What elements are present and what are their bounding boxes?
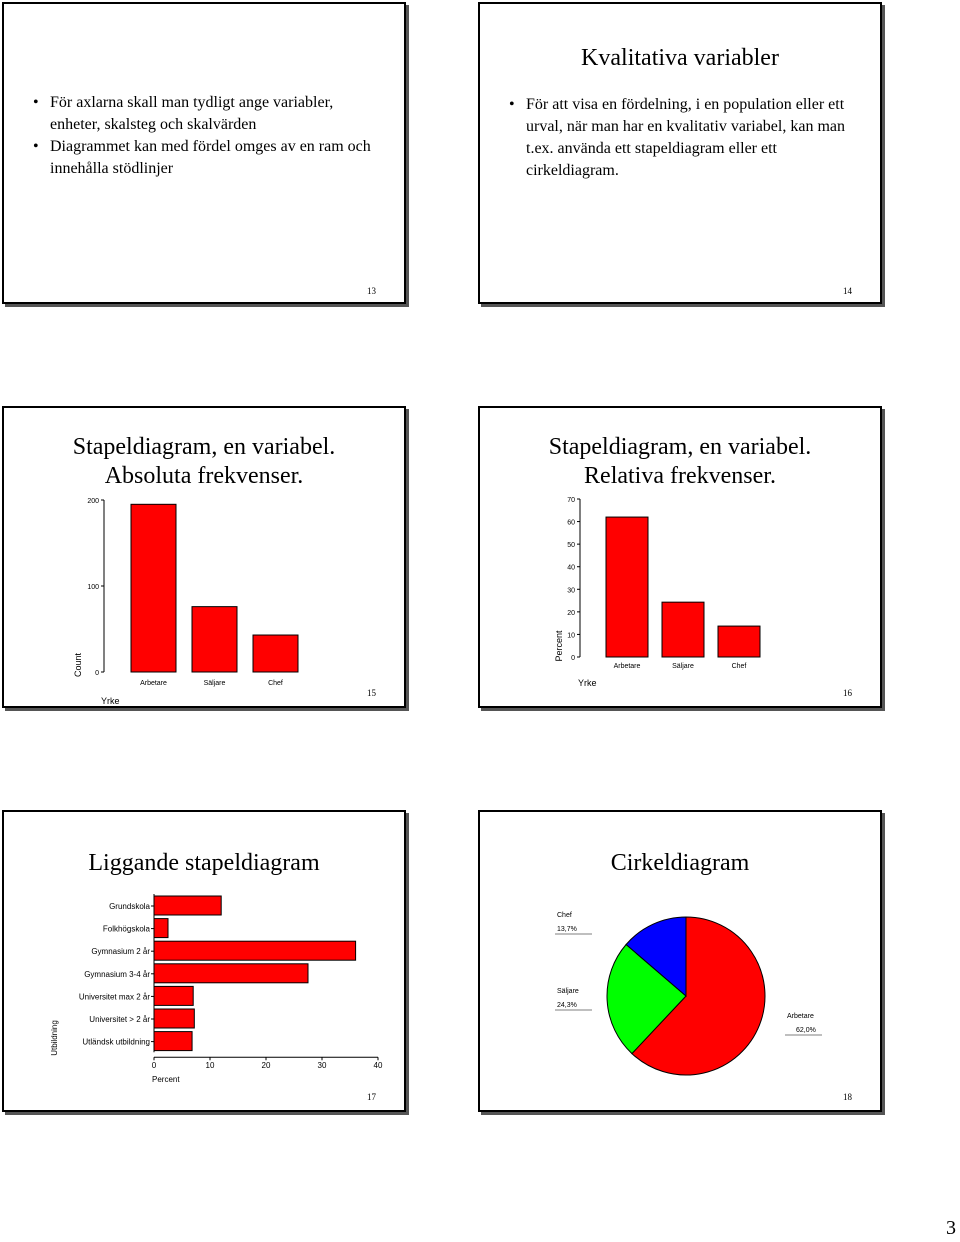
x-tick-label: 40 <box>374 1061 383 1070</box>
y-tick-label: Gymnasium 3-4 år <box>84 970 150 979</box>
bar <box>153 963 309 984</box>
bar <box>191 606 238 673</box>
y-axis-label: Utbildning <box>50 1020 59 1056</box>
pie-label: Arbetare <box>787 1013 814 1020</box>
bullet-item: Diagrammet kan med fördel omges av en ra… <box>30 136 380 180</box>
bar <box>153 1031 193 1052</box>
y-tick-label: Folkhögskola <box>103 925 151 934</box>
slide-number: 17 <box>367 1092 376 1102</box>
y-tick-label: 0 <box>95 670 99 677</box>
pie-value-label: 62,0% <box>796 1027 816 1034</box>
slide-14: Kvalitativa variabler För att visa en fö… <box>478 2 882 304</box>
y-tick-label: 50 <box>567 542 575 549</box>
slide-title-line2: Absoluta frekvenser. <box>104 463 304 489</box>
bar <box>130 503 177 673</box>
pie-value-label: 13,7% <box>557 926 577 933</box>
page-number: 3 <box>946 1217 956 1239</box>
y-tick-label: Universitet max 2 år <box>79 992 150 1001</box>
slide-16: Stapeldiagram, en variabel. Relativa fre… <box>478 406 882 708</box>
x-axis-label: Percent <box>152 1075 180 1084</box>
x-tick-label: Chef <box>268 680 283 687</box>
x-tick-label: 20 <box>262 1061 271 1070</box>
slide-title-line1: Stapeldiagram, en variabel. <box>548 434 812 460</box>
bar <box>252 634 299 673</box>
slide-number: 15 <box>367 688 376 698</box>
slide-title: Liggande stapeldiagram <box>88 850 320 876</box>
x-tick-label: Chef <box>732 663 747 670</box>
x-tick-label: Arbetare <box>614 663 641 670</box>
slide-14-bullets: För att visa en fördelning, i en populat… <box>506 94 846 182</box>
slide-number: 18 <box>843 1092 852 1102</box>
y-tick-label: 20 <box>567 610 575 617</box>
bar <box>153 895 222 916</box>
y-tick-label: Utländsk utbildning <box>82 1038 150 1047</box>
bar <box>153 985 194 1006</box>
y-tick-label: 60 <box>567 520 575 527</box>
x-tick-label: 0 <box>152 1061 157 1070</box>
x-tick-label: 30 <box>318 1061 327 1070</box>
bar-chart-relative: 0 10 20 30 40 50 60 70 Arbetare Säljare Chef Yrke Pe… <box>554 497 761 688</box>
pie-slice <box>625 916 687 998</box>
slide-13: För axlarna skall man tydligt ange varia… <box>2 2 406 304</box>
x-tick-label: Arbetare <box>140 680 167 687</box>
y-tick-label: 0 <box>571 655 575 662</box>
bar <box>661 601 705 658</box>
bar <box>153 1008 195 1029</box>
slide-number: 16 <box>843 688 852 698</box>
slide-18: Cirkeldiagram Arbetare 62,0% Säljare 24,3% C… <box>478 810 882 1112</box>
slide-title-line1: Stapeldiagram, en variabel. <box>72 434 336 460</box>
slide-number: 13 <box>367 286 376 296</box>
y-axis-label: Percent <box>554 630 564 662</box>
bar <box>605 516 649 658</box>
x-tick-label: Säljare <box>204 680 226 687</box>
y-tick-label: Gymnasium 2 år <box>91 947 150 956</box>
y-tick-label: 70 <box>567 497 575 504</box>
pie-slice <box>606 943 687 1055</box>
slide-title: Kvalitativa variabler <box>581 45 779 71</box>
pie-slice <box>631 916 766 1076</box>
y-tick-label: 10 <box>567 632 575 639</box>
x-axis-label: Yrke <box>101 696 120 706</box>
bar-chart-absolute: 0 100 200 Arbetare Säljare Chef Yrke Count <box>73 498 299 706</box>
pie-value-label: 24,3% <box>557 1002 577 1009</box>
pie-chart: Arbetare 62,0% Säljare 24,3% Chef 13,7% <box>555 912 822 1076</box>
horizontal-bar-chart: Grundskola Folkhögskola Gymnasium 2 år Gymn… <box>50 894 383 1084</box>
bar <box>717 625 761 658</box>
slide-15: Stapeldiagram, en variabel. Absoluta fre… <box>2 406 406 708</box>
y-tick-label: 200 <box>87 498 99 505</box>
slide-title-line2: Relativa frekvenser. <box>584 463 776 489</box>
y-tick-label: Grundskola <box>109 902 150 911</box>
y-tick-label: 40 <box>567 565 575 572</box>
bullet-item: För att visa en fördelning, i en populat… <box>506 94 846 182</box>
slide-title: Cirkeldiagram <box>610 850 750 876</box>
y-tick-label: 100 <box>87 584 99 591</box>
y-tick-label: Universitet > 2 år <box>89 1015 150 1024</box>
slide-17: Liggande stapeldiagram Grundskola Folkhög… <box>2 810 406 1112</box>
bar <box>153 918 169 939</box>
slide-number: 14 <box>843 286 852 296</box>
bullet-item: För axlarna skall man tydligt ange varia… <box>30 92 380 136</box>
pie-label: Säljare <box>557 988 579 995</box>
pie-label: Chef <box>557 912 572 919</box>
x-tick-label: 10 <box>206 1061 215 1070</box>
slide-13-bullets: För axlarna skall man tydligt ange varia… <box>30 92 380 180</box>
x-axis-label: Yrke <box>578 678 597 688</box>
y-tick-label: 30 <box>567 587 575 594</box>
y-axis-label: Count <box>73 653 83 678</box>
bar <box>153 940 357 961</box>
x-tick-label: Säljare <box>672 663 694 670</box>
